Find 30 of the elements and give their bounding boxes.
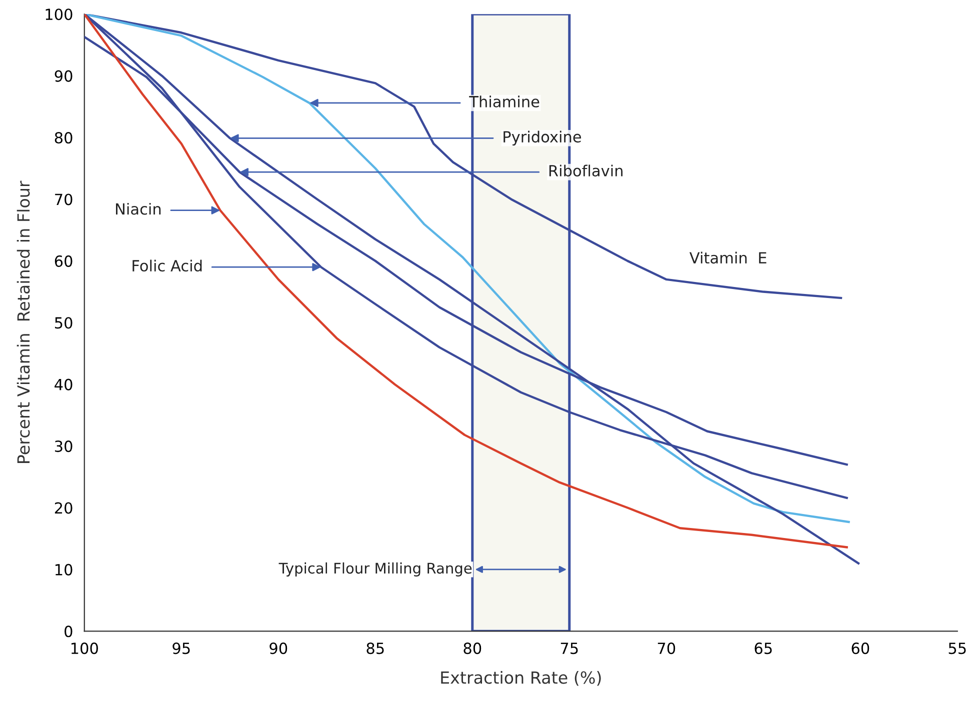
x-tick-label: 55 — [948, 642, 966, 654]
y-tick-label: 40 — [54, 378, 72, 390]
annotation: Pyridoxine — [504, 130, 582, 146]
y-tick-label: 60 — [54, 255, 72, 267]
x-tick-label: 85 — [366, 642, 384, 654]
y-tick-label: 20 — [54, 502, 72, 514]
y-tick-label: 80 — [54, 132, 72, 144]
x-tick-label: 80 — [464, 642, 482, 654]
annotation: Folic Acid — [132, 260, 202, 272]
x-tick-label: 100 — [71, 642, 98, 654]
annotation: Riboflavin — [549, 164, 622, 177]
x-tick-label: 75 — [560, 642, 578, 654]
x-tick-label: 65 — [754, 642, 772, 654]
x-tick-label: 70 — [658, 642, 676, 654]
x-tick-label: 60 — [852, 642, 870, 654]
x-axis-title: Extraction Rate (%) — [441, 670, 601, 686]
annotation: Thiamine — [469, 96, 540, 108]
annotation: Vitamin E — [690, 252, 766, 264]
band-label: Typical Flour Milling Range — [278, 562, 472, 577]
y-tick-label: 10 — [56, 564, 72, 576]
y-axis-title: Percent Vitamin Retained in Flour — [16, 180, 30, 463]
x-tick-label: 95 — [172, 642, 190, 654]
y-tick-label: 30 — [55, 440, 72, 452]
y-tick-label: 70 — [55, 194, 72, 206]
y-tick-label: 90 — [54, 70, 72, 82]
y-tick-label: 0 — [64, 626, 72, 638]
x-tick-label: 90 — [270, 642, 288, 654]
y-tick-label: 50 — [55, 317, 72, 329]
y-tick-label: 100 — [46, 8, 72, 20]
annotation: Niacin — [116, 202, 161, 215]
